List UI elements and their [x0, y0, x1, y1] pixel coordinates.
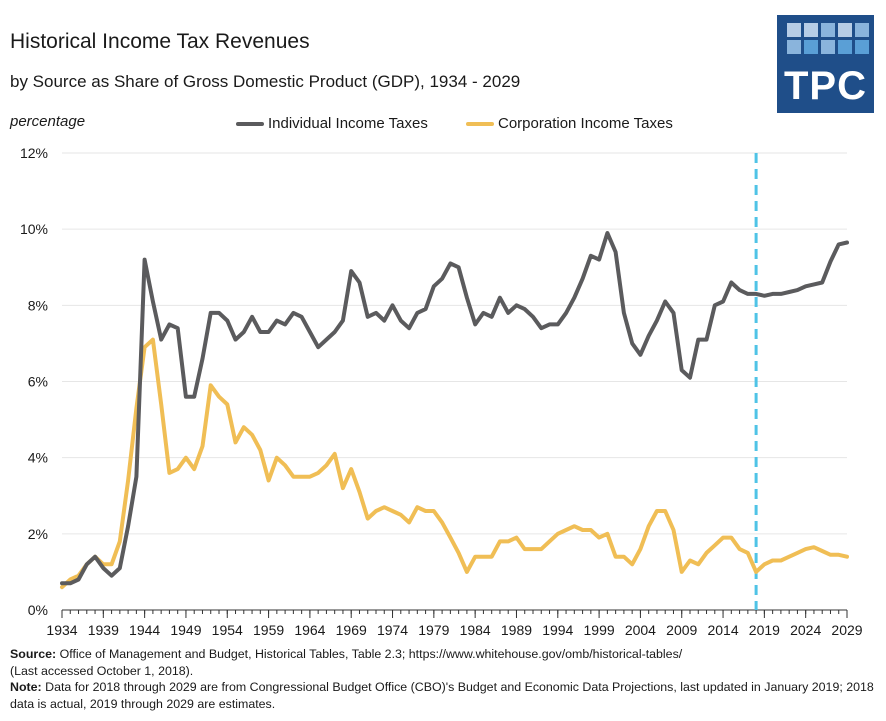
x-tick-label: 2004 — [625, 622, 656, 638]
x-tick-label: 1974 — [377, 622, 408, 638]
x-tick-label: 1999 — [584, 622, 615, 638]
x-tick-label: 1994 — [542, 622, 573, 638]
source-label: Source: — [10, 647, 57, 661]
y-tick-label: 0% — [28, 602, 48, 618]
x-tick-label: 1949 — [170, 622, 201, 638]
legend-swatch-corporate — [466, 121, 494, 126]
x-tick-label: 2009 — [666, 622, 697, 638]
x-tick-label: 1979 — [418, 622, 449, 638]
x-tick-label: 2029 — [831, 622, 862, 638]
logo-cell — [821, 40, 835, 54]
accessed-line: (Last accessed October 1, 2018). — [10, 663, 194, 678]
y-tick-label: 8% — [28, 297, 48, 313]
logo-text: TPC — [784, 64, 867, 108]
y-tick-label: 4% — [28, 450, 48, 466]
legend-label-corporate: Corporation Income Taxes — [498, 115, 673, 132]
legend-swatch-individual — [236, 121, 264, 126]
logo-cell — [787, 23, 801, 37]
source-text: Office of Management and Budget, Histori… — [56, 647, 683, 661]
x-tick-label: 1944 — [129, 622, 160, 638]
chart-subtitle: by Source as Share of Gross Domestic Pro… — [10, 72, 521, 91]
x-tick-label: 2019 — [749, 622, 780, 638]
y-tick-label: 2% — [28, 526, 48, 542]
line-chart: 0% 2% 4% 6% 8% 10% 12% 1934 1939 1944 1949 1954 1959… — [20, 145, 863, 638]
x-tick-label: 2024 — [790, 622, 821, 638]
logo-cell — [838, 23, 852, 37]
logo-cell — [821, 23, 835, 37]
note-line: Note: Data for 2018 through 2029 are fro… — [10, 679, 880, 712]
x-tick-label: 1964 — [294, 622, 325, 638]
x-tick-label: 2014 — [707, 622, 738, 638]
note-text: Data for 2018 through 2029 are from Cong… — [10, 680, 874, 711]
logo-cell — [855, 23, 869, 37]
y-tick-label: 12% — [20, 145, 48, 161]
source-line: Source: Office of Management and Budget,… — [10, 646, 880, 663]
series-line-individual — [60, 231, 849, 586]
x-tick-label: 1954 — [212, 622, 243, 638]
x-tick-label: 1939 — [88, 622, 119, 638]
x-tick-label: 1969 — [336, 622, 367, 638]
y-tick-label: 10% — [20, 221, 48, 237]
logo-cell — [804, 40, 818, 54]
x-tick-label: 1989 — [501, 622, 532, 638]
logo-cell — [804, 23, 818, 37]
footer: Source: Office of Management and Budget,… — [10, 646, 880, 712]
y-tick-label: 6% — [28, 374, 48, 390]
x-tick-label: 1934 — [46, 622, 77, 638]
x-tick-label: 1959 — [253, 622, 284, 638]
chart-title: Historical Income Tax Revenues — [10, 30, 310, 53]
tpc-logo: TPC — [777, 15, 874, 113]
logo-cell — [787, 40, 801, 54]
logo-cell — [855, 40, 869, 54]
x-tick-label: 1984 — [460, 622, 491, 638]
logo-grid-icon — [787, 23, 869, 54]
legend: Individual Income Taxes Corporation Inco… — [0, 115, 886, 135]
series-line-corporate — [60, 337, 849, 590]
logo-cell — [838, 40, 852, 54]
y-unit-label: percentage — [10, 113, 86, 130]
legend-item-individual: Individual Income Taxes — [236, 115, 428, 132]
note-label: Note: — [10, 680, 42, 694]
legend-label-individual: Individual Income Taxes — [268, 115, 428, 132]
legend-item-corporate: Corporation Income Taxes — [466, 115, 673, 132]
